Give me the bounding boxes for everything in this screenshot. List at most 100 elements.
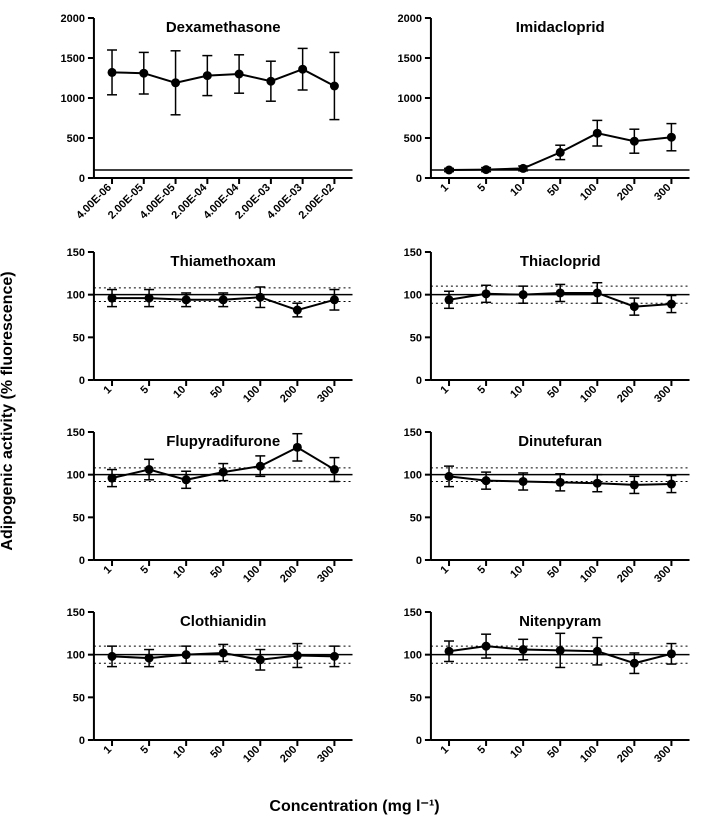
data-marker bbox=[330, 295, 339, 304]
y-tick-label: 0 bbox=[79, 555, 85, 567]
panel-thiacloprid: 050100150151050100200300Thiacloprid bbox=[381, 242, 700, 420]
data-marker bbox=[666, 649, 675, 658]
panel-imidacloprid: 0500100015002000151050100200300Imidaclop… bbox=[381, 8, 700, 240]
y-tick-label: 150 bbox=[67, 427, 85, 439]
data-marker bbox=[592, 647, 601, 656]
data-marker bbox=[666, 300, 675, 309]
data-marker bbox=[629, 302, 638, 311]
data-marker bbox=[330, 652, 339, 661]
data-marker bbox=[518, 477, 527, 486]
x-tick-label: 300 bbox=[652, 384, 673, 405]
data-marker bbox=[298, 65, 307, 74]
y-tick-label: 1500 bbox=[397, 53, 421, 65]
y-tick-label: 1500 bbox=[61, 53, 85, 65]
y-tick-label: 2000 bbox=[397, 13, 421, 25]
x-tick-label: 100 bbox=[577, 744, 598, 765]
y-tick-label: 100 bbox=[403, 470, 421, 482]
data-marker bbox=[481, 476, 490, 485]
y-tick-label: 50 bbox=[73, 692, 85, 704]
data-marker bbox=[444, 472, 453, 481]
data-marker bbox=[108, 652, 117, 661]
panel-clothianidin: 050100150151050100200300Clothianidin bbox=[44, 602, 363, 780]
data-marker bbox=[330, 465, 339, 474]
data-marker bbox=[108, 294, 117, 303]
data-marker bbox=[629, 137, 638, 146]
y-tick-label: 150 bbox=[403, 427, 421, 439]
panel-dexamethasone: 05001000150020004.00E-062.00E-054.00E-05… bbox=[44, 8, 363, 240]
x-tick-label: 10 bbox=[171, 744, 188, 761]
data-marker bbox=[666, 480, 675, 489]
data-marker bbox=[444, 166, 453, 175]
panel-title: Thiamethoxam bbox=[170, 253, 276, 270]
panel-title: Dexamethasone bbox=[166, 19, 281, 36]
x-tick-label: 200 bbox=[278, 384, 299, 405]
x-tick-label: 100 bbox=[241, 564, 262, 585]
data-marker bbox=[444, 295, 453, 304]
x-tick-label: 200 bbox=[615, 744, 636, 765]
y-tick-label: 0 bbox=[79, 735, 85, 747]
data-marker bbox=[293, 443, 302, 452]
x-tick-label: 300 bbox=[315, 744, 336, 765]
data-marker bbox=[518, 290, 527, 299]
x-tick-label: 300 bbox=[652, 182, 673, 203]
x-tick-label: 100 bbox=[577, 384, 598, 405]
data-marker bbox=[182, 475, 191, 484]
data-marker bbox=[145, 654, 154, 663]
data-marker bbox=[629, 480, 638, 489]
data-marker bbox=[139, 69, 148, 78]
y-tick-label: 1000 bbox=[61, 93, 85, 105]
y-tick-label: 0 bbox=[415, 735, 421, 747]
panel-nitenpyram: 050100150151050100200300Nitenpyram bbox=[381, 602, 700, 780]
x-tick-label: 200 bbox=[615, 564, 636, 585]
y-tick-label: 0 bbox=[79, 375, 85, 387]
data-marker bbox=[481, 289, 490, 298]
x-tick-label: 50 bbox=[208, 384, 225, 401]
x-tick-label: 200 bbox=[278, 564, 299, 585]
data-marker bbox=[444, 647, 453, 656]
data-marker bbox=[293, 651, 302, 660]
panel-title: Thiacloprid bbox=[519, 253, 600, 270]
data-marker bbox=[666, 133, 675, 142]
data-marker bbox=[518, 164, 527, 173]
x-tick-label: 10 bbox=[171, 564, 188, 581]
x-tick-label: 100 bbox=[241, 384, 262, 405]
data-marker bbox=[256, 655, 265, 664]
data-marker bbox=[145, 294, 154, 303]
x-tick-label: 10 bbox=[508, 182, 525, 199]
panel-dinutefuran: 050100150151050100200300Dinutefuran bbox=[381, 422, 700, 600]
data-marker bbox=[592, 479, 601, 488]
x-tick-label: 10 bbox=[508, 384, 525, 401]
panel-flupyradifurone: 050100150151050100200300Flupyradifurone bbox=[44, 422, 363, 600]
x-tick-label: 300 bbox=[315, 384, 336, 405]
x-tick-label: 50 bbox=[545, 564, 562, 581]
data-marker bbox=[219, 468, 228, 477]
y-tick-label: 50 bbox=[409, 692, 421, 704]
panel-title: Clothianidin bbox=[180, 613, 266, 630]
data-marker bbox=[592, 288, 601, 297]
data-marker bbox=[219, 648, 228, 657]
x-tick-label: 50 bbox=[208, 744, 225, 761]
panel-grid: 05001000150020004.00E-062.00E-054.00E-05… bbox=[44, 8, 699, 788]
y-axis-label: Adipogenic activity (% fluorescence) bbox=[0, 271, 17, 550]
y-tick-label: 0 bbox=[415, 375, 421, 387]
panel-title: Imidacloprid bbox=[515, 19, 604, 36]
x-tick-label: 50 bbox=[545, 384, 562, 401]
data-marker bbox=[555, 288, 564, 297]
y-tick-label: 100 bbox=[67, 650, 85, 662]
y-tick-label: 500 bbox=[67, 133, 85, 145]
data-marker bbox=[182, 650, 191, 659]
x-tick-label: 100 bbox=[577, 564, 598, 585]
y-tick-label: 100 bbox=[403, 650, 421, 662]
data-marker bbox=[481, 165, 490, 174]
y-tick-label: 2000 bbox=[61, 13, 85, 25]
x-tick-label: 50 bbox=[545, 182, 562, 199]
data-marker bbox=[266, 77, 275, 86]
data-marker bbox=[629, 659, 638, 668]
x-tick-label: 2.00E-02 bbox=[297, 182, 337, 222]
data-marker bbox=[518, 645, 527, 654]
x-tick-label: 10 bbox=[508, 744, 525, 761]
x-tick-label: 200 bbox=[615, 384, 636, 405]
x-tick-label: 300 bbox=[652, 564, 673, 585]
panel-title: Flupyradifurone bbox=[166, 433, 280, 450]
y-tick-label: 0 bbox=[79, 173, 85, 185]
